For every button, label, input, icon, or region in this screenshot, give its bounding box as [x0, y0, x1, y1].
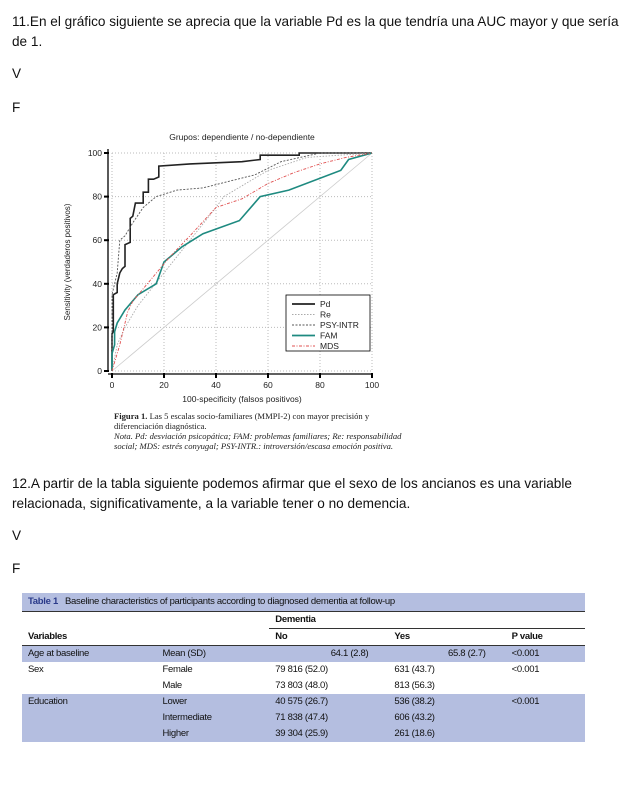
series-line-re [111, 152, 373, 372]
x-tick-label: 20 [159, 380, 169, 390]
chart-title: Grupos: dependiente / no-dependiente [169, 132, 315, 142]
table-cell: Age at baseline [28, 648, 89, 659]
y-axis-label: Sensitivity (verdaderos positivos) [63, 203, 72, 320]
question-11: 11.En el gráfico siguiente se aprecia qu… [12, 14, 619, 49]
legend-label: PSY-INTR [320, 320, 359, 330]
series-line-psy-intr [111, 152, 372, 371]
series-line-pd [111, 152, 372, 371]
table-cell: Education [28, 696, 68, 707]
table-cell [22, 726, 157, 742]
table-cell [22, 710, 157, 726]
x-axis-label: 100-specificity (falsos positivos) [182, 394, 302, 404]
legend-label: FAM [320, 331, 337, 341]
table-label: Table 1 [28, 596, 58, 608]
table-cell: Female [162, 664, 193, 675]
table-cell: 79 816 (52.0) [275, 664, 328, 675]
legend-label: Pd [320, 299, 331, 309]
legend-label: MDS [320, 341, 339, 351]
table-row: Intermediate 71 838 (47.4) 606 (43.2) [22, 709, 585, 726]
table-cell: <0.001 [511, 648, 540, 659]
reference-diagonal [111, 152, 373, 372]
table-cell: 261 (18.6) [394, 728, 435, 739]
table-cell: 71 838 (47.4) [275, 712, 328, 723]
roc-chart: Grupos: dependiente / no-dependiente 0 20 4… [63, 132, 379, 404]
table-cell: 39 304 (25.9) [275, 728, 328, 739]
table-cell: 631 (43.7) [394, 664, 435, 675]
y-tick-label: 80 [93, 192, 103, 202]
table-cell [506, 710, 585, 726]
table-cell: 606 (43.2) [394, 712, 435, 723]
x-tick-label: 40 [211, 380, 221, 390]
option-v[interactable]: V [12, 528, 22, 543]
y-tick-label: 60 [93, 235, 103, 245]
table-row: Male 73 803 (48.0) 813 (56.3) [22, 678, 585, 694]
table-cell: Lower [162, 696, 188, 707]
table-cell: Sex [28, 664, 44, 675]
column-header: P value [511, 631, 543, 642]
table-row: Higher 39 304 (25.9) 261 (18.6) [22, 725, 585, 742]
column-header: Variables [28, 630, 68, 642]
table-row: Age at baseline Mean (SD) 64.1 (2.8) 65.8 (… [22, 645, 585, 662]
table-cell: <0.001 [511, 696, 540, 707]
x-tick-label: 0 [110, 380, 115, 390]
table-cell: 813 (56.3) [394, 680, 435, 691]
x-tick-label: 100 [365, 380, 379, 390]
table-cell: <0.001 [511, 664, 540, 675]
option-f[interactable]: F [12, 100, 21, 115]
table-cell: Male [162, 680, 183, 691]
table-cell: 64.1 (2.8) [330, 648, 369, 659]
column-header: Yes [394, 631, 410, 642]
column-header [157, 628, 270, 645]
table-title-text: Baseline characteristics of participants… [64, 596, 395, 608]
table-cell: 65.8 (2.7) [448, 648, 486, 659]
table-cell: 536 (38.2) [394, 696, 435, 707]
dementia-table: Table 1 Baseline characteristics of part… [22, 593, 585, 742]
y-tick-label: 20 [93, 322, 103, 332]
table-cell: Mean (SD) [162, 648, 207, 659]
question-12: 12.A partir de la tabla siguiente podemo… [12, 476, 572, 511]
y-tick-label: 0 [97, 366, 102, 376]
option-f[interactable]: F [12, 561, 21, 576]
table-cell: 73 803 (48.0) [275, 680, 328, 691]
table-cell: 40 575 (26.7) [275, 696, 328, 707]
table-title: Table 1 Baseline characteristics of part… [22, 593, 585, 611]
group-header: Dementia [269, 611, 585, 629]
table-cell [22, 678, 157, 694]
y-tick-label: 40 [93, 279, 103, 289]
table-cell: Higher [162, 728, 189, 739]
option-v[interactable]: V [12, 66, 22, 81]
y-tick-label: 100 [88, 148, 102, 158]
series-line-fam [111, 152, 373, 371]
legend-label: Re [320, 310, 331, 320]
table-row: Sex Female 79 816 (52.0) 631 (43.7) <0.001 [22, 662, 585, 678]
table-row: Education Lower 40 575 (26.7) 536 (38.2) <0.… [22, 693, 585, 710]
figure-caption: Figura 1. Las 5 escalas socio-familiares… [114, 411, 414, 451]
caption-note: Nota. Pd: desviación psicopática; FAM: p… [114, 431, 402, 451]
column-header: No [275, 631, 288, 642]
table-cell [506, 678, 585, 694]
table-cell: Intermediate [162, 712, 213, 723]
caption-text: Las 5 escalas socio-familiares (MMPI-2) … [114, 411, 370, 431]
x-tick-label: 80 [315, 380, 325, 390]
caption-label: Figura 1. [114, 411, 148, 421]
table-cell [506, 726, 585, 742]
x-tick-label: 60 [263, 380, 273, 390]
